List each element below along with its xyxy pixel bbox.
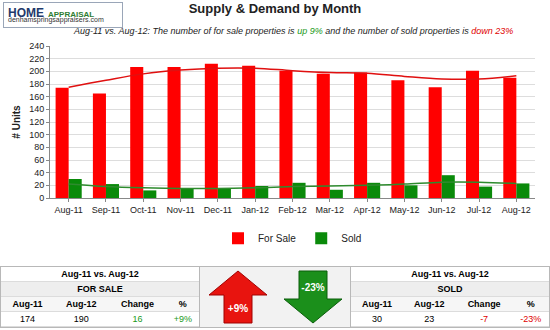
svg-text:Oct-11: Oct-11 — [130, 205, 156, 215]
svg-text:220: 220 — [29, 54, 44, 64]
html-text:174: 174 — [20, 314, 36, 324]
svg-text:May-12: May-12 — [389, 205, 419, 215]
svg-text:-23%: -23% — [301, 282, 324, 293]
svg-text:Aug-11 vs. Aug-12: The number: Aug-11 vs. Aug-12: The number of for sal… — [73, 26, 513, 36]
html-text:16: 16 — [132, 314, 143, 324]
svg-text:+9%: +9% — [227, 303, 247, 314]
html-text:Aug-11 vs. Aug-12: Aug-11 vs. Aug-12 — [61, 269, 139, 279]
svg-text:Supply & Demand by Month: Supply & Demand by Month — [189, 1, 362, 16]
html-text:Aug-11 vs. Aug-12: Aug-11 vs. Aug-12 — [411, 269, 489, 279]
svg-text:0: 0 — [39, 193, 44, 203]
html-text:-7: -7 — [480, 314, 489, 324]
html-text:Aug-12: Aug-12 — [65, 299, 97, 309]
svg-text:Sep-11: Sep-11 — [92, 205, 120, 215]
html-text:Aug-12: Aug-12 — [414, 299, 445, 309]
html-text:23: 23 — [424, 314, 435, 324]
html-text:SOLD: SOLD — [437, 284, 463, 294]
svg-text:100: 100 — [29, 130, 44, 140]
svg-text:120: 120 — [29, 117, 44, 127]
html-text:Aug-11: Aug-11 — [361, 299, 392, 309]
svg-text:240: 240 — [29, 41, 44, 51]
svg-text:200: 200 — [29, 66, 44, 76]
svg-text:Nov-11: Nov-11 — [166, 205, 194, 215]
svg-text:Aug-11: Aug-11 — [54, 205, 82, 215]
svg-text:180: 180 — [29, 79, 44, 89]
svg-text:140: 140 — [29, 104, 44, 114]
html-text:Change: Change — [120, 299, 154, 309]
html-text:FOR SALE: FOR SALE — [77, 284, 123, 294]
html-text:+9%: +9% — [173, 314, 192, 324]
html-text:190: 190 — [73, 314, 89, 324]
svg-text:Jan-12: Jan-12 — [241, 205, 269, 215]
svg-text:Jun-12: Jun-12 — [428, 205, 456, 215]
html-text:Aug-11: Aug-11 — [12, 299, 43, 309]
svg-text:20: 20 — [34, 180, 44, 190]
svg-text:Aug-12: Aug-12 — [502, 205, 531, 215]
svg-text:60: 60 — [34, 155, 44, 165]
svg-text:80: 80 — [34, 142, 44, 152]
html-text:30: 30 — [371, 314, 382, 324]
svg-text:160: 160 — [29, 92, 44, 102]
svg-text:Apr-12: Apr-12 — [354, 205, 381, 215]
svg-text:Jul-12: Jul-12 — [467, 205, 492, 215]
html-text:Change: Change — [467, 299, 501, 309]
html-text:HOME APPRAISAL: HOME APPRAISAL — [8, 6, 95, 20]
svg-text:Sold: Sold — [341, 233, 361, 244]
svg-text:Dec-11: Dec-11 — [204, 205, 232, 215]
svg-text:# Units: # Units — [11, 105, 22, 139]
svg-text:Mar-12: Mar-12 — [316, 205, 345, 215]
svg-text:40: 40 — [34, 168, 44, 178]
html-text:denhamspringsappraisers.com: denhamspringsappraisers.com — [8, 16, 104, 23]
svg-text:For Sale: For Sale — [258, 233, 296, 244]
svg-text:Feb-12: Feb-12 — [278, 205, 307, 215]
html-text:-23%: -23% — [520, 314, 542, 324]
